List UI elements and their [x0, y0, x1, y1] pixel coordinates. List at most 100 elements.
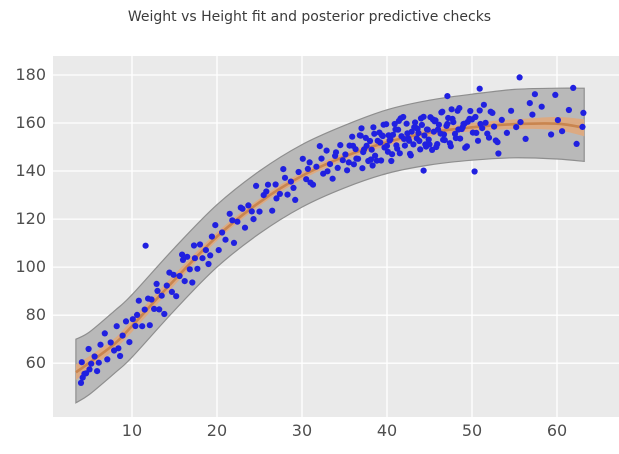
data-point: [332, 149, 340, 156]
x-tick-label: 10: [121, 421, 143, 440]
data-point: [163, 282, 170, 289]
data-point: [245, 202, 252, 209]
data-point: [373, 157, 380, 164]
data-point: [369, 162, 376, 169]
data-point: [360, 149, 367, 156]
data-point: [77, 379, 85, 386]
data-point: [234, 218, 241, 225]
y-tick-label: 180: [15, 64, 46, 84]
data-point: [423, 143, 430, 150]
data-point: [438, 109, 445, 116]
data-point: [287, 178, 294, 185]
data-point: [256, 208, 263, 215]
data-point: [284, 191, 291, 198]
data-point: [480, 101, 487, 108]
data-point: [522, 135, 529, 142]
data-point: [101, 330, 108, 337]
data-point: [491, 123, 498, 130]
data-point: [86, 366, 93, 373]
data-point: [135, 297, 142, 304]
data-point: [416, 137, 423, 145]
data-point: [186, 266, 193, 273]
data-point: [148, 296, 155, 303]
data-point: [154, 287, 161, 294]
data-point: [179, 251, 186, 258]
data-point: [417, 146, 424, 153]
data-point: [531, 91, 538, 98]
data-point: [205, 260, 212, 268]
data-point: [387, 136, 394, 143]
data-point: [366, 137, 374, 145]
data-point: [434, 126, 442, 133]
data-point: [173, 293, 180, 300]
data-point: [435, 121, 442, 128]
data-point: [377, 139, 384, 146]
data-point: [290, 184, 297, 191]
data-point: [513, 124, 520, 131]
data-point: [97, 341, 104, 348]
data-point: [299, 155, 306, 162]
x-tick-label: 60: [546, 421, 568, 440]
data-point: [350, 161, 357, 168]
data-point: [468, 116, 476, 123]
data-point: [367, 156, 374, 163]
data-point: [119, 332, 126, 339]
data-point: [306, 159, 313, 166]
y-tick-label: 100: [15, 257, 46, 277]
plot-area: [53, 56, 619, 417]
data-point: [479, 125, 486, 132]
data-point: [264, 181, 272, 188]
data-point: [323, 147, 330, 154]
data-point: [276, 190, 283, 197]
data-point: [455, 126, 462, 133]
data-point: [498, 116, 505, 123]
y-tick-label: 60: [25, 353, 46, 373]
data-point: [146, 322, 153, 329]
data-point: [129, 316, 136, 323]
data-point: [253, 182, 260, 189]
data-point: [559, 128, 566, 135]
data-point: [396, 150, 403, 157]
data-point: [471, 168, 478, 175]
data-point: [176, 272, 183, 280]
data-point: [349, 142, 357, 149]
y-tick-label: 80: [25, 305, 46, 325]
data-point: [482, 119, 489, 126]
data-point: [440, 131, 448, 138]
data-point: [467, 107, 474, 115]
data-point: [272, 181, 279, 188]
data-point: [115, 345, 122, 352]
data-point: [313, 163, 320, 170]
chart-title: Weight vs Height fit and posterior predi…: [127, 9, 492, 25]
data-point: [388, 157, 395, 165]
data-point: [88, 360, 95, 367]
data-point: [85, 345, 92, 353]
data-point: [199, 255, 206, 262]
data-point: [420, 167, 427, 174]
data-point: [153, 280, 160, 287]
data-point: [281, 174, 289, 181]
y-tick-label: 120: [15, 209, 46, 229]
data-point: [412, 119, 419, 126]
data-point: [269, 207, 276, 214]
data-point: [452, 135, 459, 142]
data-point: [492, 137, 499, 144]
data-point: [371, 130, 378, 137]
data-point: [440, 136, 447, 143]
data-point: [508, 107, 515, 114]
data-point: [334, 164, 341, 171]
x-tick-label: 40: [376, 421, 398, 440]
data-point: [107, 339, 114, 346]
data-point: [433, 143, 440, 151]
data-point: [570, 84, 577, 91]
data-point: [190, 242, 198, 249]
data-point: [463, 143, 470, 150]
data-point: [295, 168, 302, 176]
data-point: [179, 256, 187, 263]
data-point: [303, 176, 310, 183]
x-tick-label: 50: [461, 421, 483, 440]
data-point: [263, 188, 270, 195]
data-point: [194, 265, 201, 272]
data-point: [208, 233, 215, 240]
data-point: [113, 323, 120, 330]
